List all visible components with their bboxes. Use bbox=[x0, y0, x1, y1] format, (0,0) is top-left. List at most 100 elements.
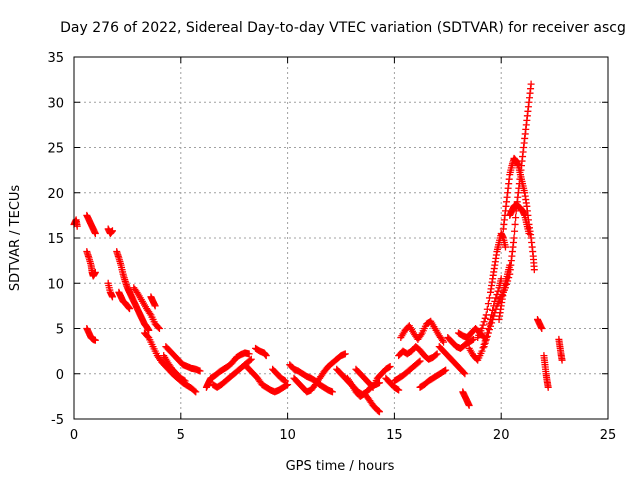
data-point bbox=[192, 388, 200, 396]
series-arc14 bbox=[202, 349, 253, 391]
series-arc16 bbox=[241, 361, 292, 396]
data-point bbox=[506, 261, 514, 269]
series-arc31 bbox=[454, 325, 488, 342]
series-arc29 bbox=[435, 343, 469, 378]
data-point bbox=[180, 376, 188, 384]
series-arc22 bbox=[343, 374, 383, 416]
data-point bbox=[440, 338, 448, 346]
data-point bbox=[415, 358, 423, 366]
data-point bbox=[481, 314, 489, 322]
series-arc20 bbox=[290, 350, 349, 396]
data-point bbox=[487, 322, 495, 330]
series-arc25 bbox=[397, 317, 448, 346]
data-point bbox=[478, 325, 486, 332]
data-point bbox=[154, 323, 162, 331]
data-point bbox=[544, 383, 552, 391]
series-arc39 bbox=[534, 315, 546, 332]
data-point bbox=[488, 319, 496, 327]
y-tick-label: 30 bbox=[47, 96, 64, 111]
data-point bbox=[73, 222, 81, 230]
data-point bbox=[492, 294, 500, 302]
data-point bbox=[417, 331, 425, 339]
series-arc28 bbox=[416, 366, 450, 391]
series-arc34 bbox=[474, 229, 509, 342]
data-point bbox=[108, 227, 116, 235]
data-point bbox=[494, 287, 502, 295]
data-point bbox=[479, 344, 487, 352]
data-point bbox=[442, 366, 450, 374]
data-point bbox=[481, 339, 489, 347]
chart-title: Day 276 of 2022, Sidereal Day-to-day VTE… bbox=[60, 20, 626, 36]
series-arc36 bbox=[499, 154, 538, 274]
data-point bbox=[91, 268, 99, 276]
data-point bbox=[341, 350, 349, 358]
data-point bbox=[480, 343, 488, 351]
x-tick-label: 5 bbox=[177, 428, 185, 443]
data-point bbox=[394, 385, 402, 393]
y-tick-label: 20 bbox=[47, 187, 64, 202]
data-point bbox=[245, 350, 253, 358]
data-point bbox=[284, 381, 292, 389]
data-point bbox=[395, 386, 403, 394]
data-point bbox=[468, 336, 476, 344]
x-axis-label: GPS time / hours bbox=[286, 459, 395, 474]
data-point bbox=[465, 401, 473, 409]
data-point bbox=[527, 80, 535, 88]
data-point bbox=[385, 363, 393, 371]
series-arc07 bbox=[113, 248, 153, 334]
data-point bbox=[375, 408, 383, 416]
y-tick-label: 15 bbox=[47, 232, 64, 247]
series-arc32 bbox=[459, 388, 473, 409]
data-point bbox=[181, 377, 189, 385]
data-point bbox=[155, 325, 163, 332]
x-tick-label: 0 bbox=[70, 428, 78, 443]
data-point bbox=[484, 329, 492, 337]
series-arc13 bbox=[160, 352, 189, 385]
series-arc03 bbox=[83, 248, 99, 280]
series-arc05 bbox=[104, 225, 116, 237]
series-arc08 bbox=[115, 288, 134, 313]
series-arc26 bbox=[395, 343, 441, 363]
data-point bbox=[283, 381, 291, 389]
data-point bbox=[262, 352, 270, 360]
data-point bbox=[510, 234, 518, 242]
data-point bbox=[489, 315, 497, 323]
data-point bbox=[416, 357, 424, 365]
data-point bbox=[512, 214, 520, 222]
x-tick-label: 25 bbox=[600, 428, 617, 443]
y-tick-label: -5 bbox=[51, 413, 64, 428]
axis-ticks: 0 5 10 15 20 25 -5 0 5 10 15 20 25 30 35 bbox=[47, 51, 616, 443]
x-tick-label: 20 bbox=[493, 428, 510, 443]
data-point bbox=[126, 305, 134, 313]
data-point bbox=[484, 300, 492, 308]
series-arc24 bbox=[382, 374, 403, 394]
data-point bbox=[246, 356, 254, 364]
data-point bbox=[485, 294, 493, 302]
data-point bbox=[247, 355, 255, 363]
y-tick-label: 25 bbox=[47, 142, 64, 157]
series-arc41 bbox=[555, 335, 566, 364]
data-point bbox=[480, 318, 488, 326]
data-point bbox=[386, 363, 394, 371]
data-point bbox=[191, 387, 199, 395]
data-point bbox=[441, 367, 449, 375]
series-arc02 bbox=[83, 211, 99, 237]
data-point bbox=[483, 332, 491, 340]
data-points bbox=[70, 80, 566, 416]
data-point bbox=[328, 388, 336, 396]
series-arc04 bbox=[83, 325, 99, 344]
y-tick-label: 5 bbox=[56, 323, 64, 338]
series-arc37 bbox=[506, 201, 533, 237]
data-point bbox=[281, 377, 289, 385]
data-point bbox=[108, 293, 116, 301]
x-tick-label: 10 bbox=[279, 428, 296, 443]
data-point bbox=[485, 326, 493, 334]
series-arc23 bbox=[352, 363, 394, 391]
data-point bbox=[145, 326, 153, 334]
series-arc30 bbox=[444, 334, 477, 352]
data-point bbox=[91, 229, 99, 237]
data-point bbox=[151, 302, 159, 310]
data-point bbox=[501, 243, 509, 251]
data-point bbox=[483, 305, 491, 313]
